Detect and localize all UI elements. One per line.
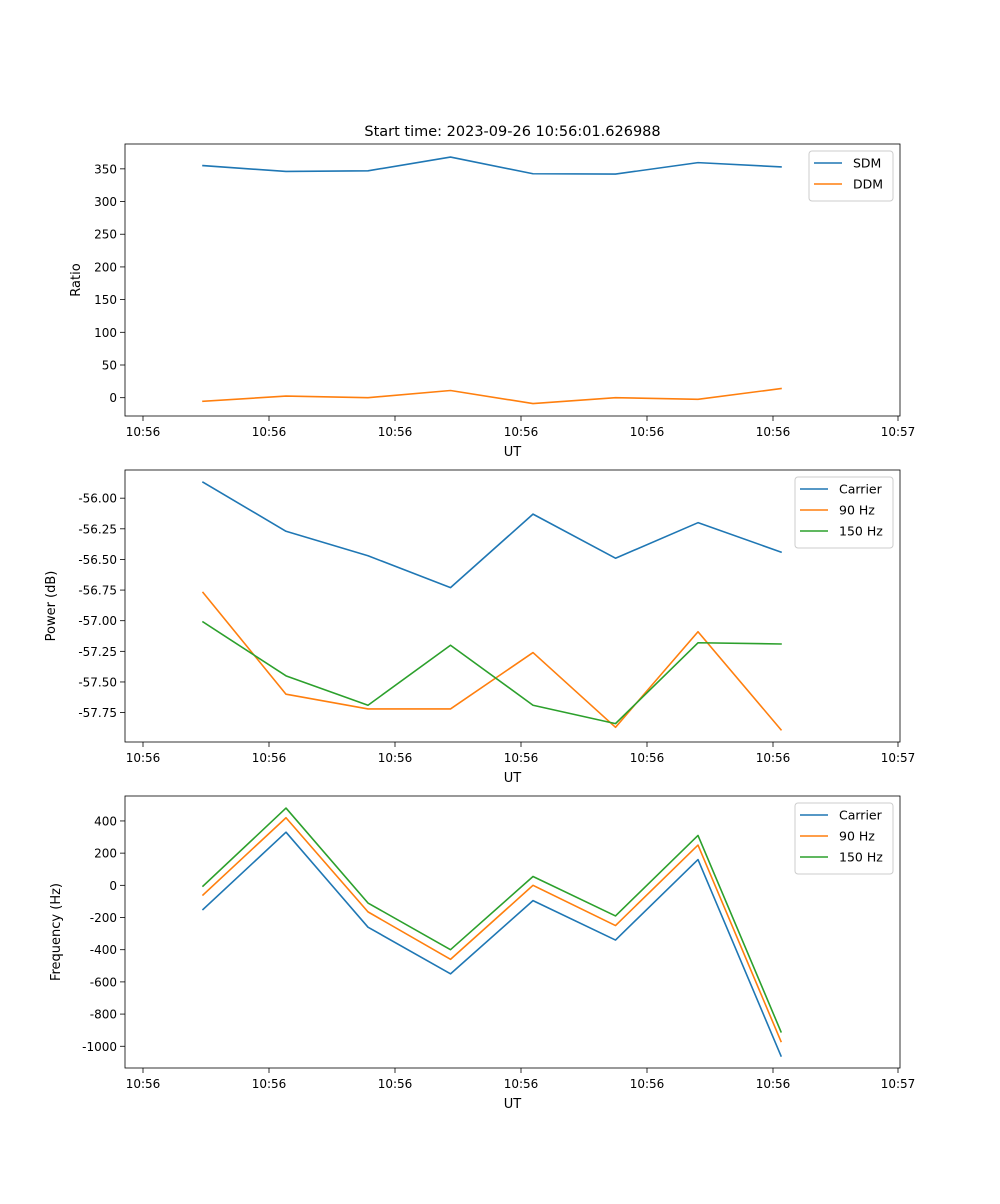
- x-tick-label: 10:56: [378, 1077, 413, 1091]
- legend-label: 90 Hz: [839, 503, 875, 518]
- y-tick-label: -800: [90, 1008, 117, 1022]
- legend: Carrier 90 Hz 150 Hz: [794, 802, 894, 875]
- y-tick-label: 200: [94, 260, 117, 274]
- y-axis-label: Power (dB): [44, 571, 59, 642]
- chart-panel-3: 10:56 10:56 10:56 10:56 10:56 10:56 10:57 UT -10…: [49, 795, 916, 1112]
- y-tick-label: -600: [90, 975, 117, 989]
- y-tick-label: -57.00: [78, 614, 117, 628]
- y-tick-label: 400: [94, 814, 117, 828]
- series-line-90-hz: [201, 591, 783, 731]
- x-axis-label: UT: [504, 445, 522, 460]
- series-line-150-hz: [201, 807, 783, 1033]
- figure-title: Start time: 2023-09-26 10:56:01.626988: [364, 124, 660, 140]
- x-tick-label: 10:56: [504, 425, 539, 439]
- y-tick-label: 0: [109, 391, 117, 405]
- legend: Carrier 90 Hz 150 Hz: [794, 476, 894, 549]
- axes-frame: [124, 143, 901, 417]
- series-line-carrier: [201, 831, 783, 1057]
- x-axis-label: UT: [504, 1097, 522, 1112]
- series-line-sdm: [202, 156, 782, 175]
- y-tick-label: 0: [109, 879, 117, 893]
- x-tick-label: 10:56: [126, 1077, 161, 1091]
- x-tick-label: 10:56: [126, 751, 161, 765]
- x-tick-label: 10:56: [504, 1077, 539, 1091]
- x-tick-label: 10:56: [630, 1077, 665, 1091]
- y-tick-label: 350: [94, 162, 117, 176]
- y-tick-label: -57.50: [78, 675, 117, 689]
- legend-label: 90 Hz: [839, 829, 875, 844]
- y-tick-label: -57.25: [78, 645, 117, 659]
- legend-label: Carrier: [839, 808, 883, 823]
- y-tick-label: 200: [94, 847, 117, 861]
- y-tick-label: -200: [90, 911, 117, 925]
- y-tick-label: -56.75: [78, 584, 117, 598]
- x-tick-label: 10:56: [378, 751, 413, 765]
- series-line-carrier: [201, 481, 783, 589]
- x-tick-label: 10:57: [881, 1077, 916, 1091]
- x-tick-label: 10:57: [881, 751, 916, 765]
- legend-label: SDM: [853, 156, 881, 171]
- x-tick-label: 10:56: [756, 1077, 791, 1091]
- x-tick-label: 10:56: [630, 425, 665, 439]
- x-tick-label: 10:56: [756, 425, 791, 439]
- y-tick-label: 150: [94, 293, 117, 307]
- series-line-ddm: [202, 387, 782, 405]
- x-tick-label: 10:56: [252, 1077, 287, 1091]
- y-tick-label: -400: [90, 943, 117, 957]
- y-tick-label: 100: [94, 326, 117, 340]
- x-tick-label: 10:56: [252, 751, 287, 765]
- x-tick-label: 10:56: [504, 751, 539, 765]
- y-tick-label: -56.25: [78, 522, 117, 536]
- series-line-150-hz: [201, 620, 782, 725]
- legend-label: Carrier: [839, 482, 883, 497]
- x-tick-label: 10:56: [756, 751, 791, 765]
- x-tick-label: 10:56: [126, 425, 161, 439]
- y-axis-label: Frequency (Hz): [49, 883, 64, 981]
- y-axis-label: Ratio: [69, 263, 84, 296]
- x-tick-label: 10:56: [630, 751, 665, 765]
- x-tick-label: 10:56: [378, 425, 413, 439]
- axes-frame: [124, 795, 901, 1069]
- legend-label: DDM: [853, 177, 883, 192]
- y-tick-label: -56.50: [78, 553, 117, 567]
- y-tick-label: -1000: [82, 1040, 117, 1054]
- x-axis-label: UT: [504, 771, 522, 786]
- series-line-90-hz: [201, 816, 783, 1043]
- legend: SDM DDM: [808, 150, 894, 202]
- x-tick-label: 10:57: [881, 425, 916, 439]
- x-tick-label: 10:56: [252, 425, 287, 439]
- y-tick-label: 50: [102, 359, 117, 373]
- legend-label: 150 Hz: [839, 850, 883, 865]
- y-tick-label: 300: [94, 195, 117, 209]
- legend-label: 150 Hz: [839, 524, 883, 539]
- y-tick-label: -56.00: [78, 492, 117, 506]
- chart-panel-1: 10:56 10:56 10:56 10:56 10:56 10:56 10:57 UT 0 50…: [69, 143, 916, 460]
- axes-frame: [124, 469, 901, 743]
- y-tick-label: -57.75: [78, 706, 117, 720]
- chart-panel-2: 10:56 10:56 10:56 10:56 10:56 10:56 10:57 UT -57…: [44, 469, 916, 786]
- y-tick-label: 250: [94, 228, 117, 242]
